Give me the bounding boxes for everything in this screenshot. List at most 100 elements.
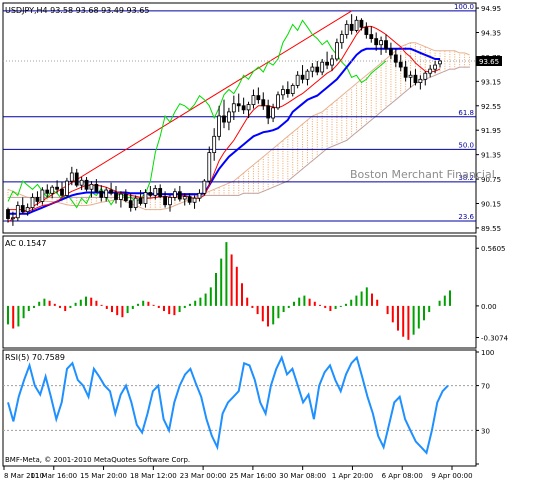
cloud-dot [248, 185, 250, 187]
cloud-dot [252, 173, 254, 175]
cloud-dot [292, 161, 294, 163]
cloud-dot [277, 179, 279, 181]
cloud-dot [282, 180, 284, 182]
candle-body [35, 196, 40, 202]
candle-body [25, 207, 30, 213]
cloud-dot [454, 56, 456, 58]
cloud-dot [272, 172, 274, 174]
cloud-dot [311, 128, 313, 130]
cloud-dot [326, 138, 328, 140]
chikou-span [7, 19, 387, 209]
cloud-dot [238, 180, 240, 182]
candle-body [60, 188, 64, 196]
candle-body [227, 111, 231, 123]
cloud-dot [356, 104, 358, 106]
cloud-dot [252, 187, 254, 189]
cloud-dot [326, 140, 328, 142]
cloud-dot [287, 168, 289, 170]
cloud-dot [331, 138, 333, 140]
cloud-dot [277, 174, 279, 176]
cloud-dot [248, 175, 250, 177]
cloud-dot [228, 189, 230, 191]
cloud-dot [380, 82, 382, 84]
cloud-dot [390, 69, 392, 71]
cloud-dot [297, 167, 299, 169]
cloud-dot [414, 56, 416, 58]
cloud-dot [257, 190, 259, 192]
cloud-dot [321, 115, 323, 117]
cloud-dot [159, 204, 161, 206]
cloud-dot [272, 162, 274, 164]
cloud-dot [331, 121, 333, 123]
cloud-dot [282, 170, 284, 172]
cloud-dot [419, 73, 421, 75]
cloud-dot [360, 83, 362, 85]
cloud-dot [380, 104, 382, 106]
cloud-dot [321, 120, 323, 122]
cloud-dot [356, 92, 358, 94]
cloud-dot [449, 66, 451, 68]
cloud-dot [321, 139, 323, 141]
cloud-dot [414, 48, 416, 50]
candle-body [266, 105, 271, 119]
cloud-dot [341, 102, 343, 104]
cloud-dot [306, 120, 308, 122]
cloud-dot [424, 69, 426, 71]
cloud-dot [306, 122, 308, 124]
cloud-dot [360, 113, 362, 115]
candle-body [271, 107, 275, 119]
cloud-dot [336, 131, 338, 133]
cloud-dot [336, 139, 338, 141]
cloud-dot [336, 124, 338, 126]
cloud-dot [400, 90, 402, 92]
cloud-dot [370, 90, 372, 92]
cloud-dot [385, 75, 387, 77]
cloud-dot [302, 165, 304, 167]
candle-body [94, 183, 99, 192]
cloud-dot [375, 113, 377, 115]
cloud-dot [385, 70, 387, 72]
cloud-dot [287, 151, 289, 153]
cloud-dot [90, 199, 92, 201]
cloud-dot [297, 143, 299, 145]
candle-body [30, 196, 35, 208]
cloud-dot [351, 128, 353, 130]
cloud-dot [262, 173, 264, 175]
cloud-dot [380, 94, 382, 96]
cloud-dot [390, 61, 392, 63]
cloud-dot [302, 161, 304, 163]
cloud-dot [223, 189, 225, 191]
cloud-dot [434, 55, 436, 57]
candle-body [197, 192, 202, 199]
cloud-dot [375, 93, 377, 95]
cloud-dot [272, 169, 274, 171]
cloud-dot [302, 124, 304, 126]
cloud-dot [380, 77, 382, 79]
cloud-dot [341, 112, 343, 114]
price-tick-label: 92.55 [481, 103, 501, 111]
cloud-dot [395, 86, 397, 88]
cloud-dot [385, 87, 387, 89]
fib-level-label: 38.2 [458, 174, 474, 182]
cloud-dot [370, 112, 372, 114]
candle-body [359, 19, 364, 28]
cloud-dot [243, 183, 245, 185]
cloud-dot [405, 81, 407, 83]
cloud-dot [233, 182, 235, 184]
cloud-dot [346, 93, 348, 95]
cloud-dot [405, 86, 407, 88]
cloud-dot [424, 61, 426, 63]
cloud-dot [365, 101, 367, 103]
cloud-dot [424, 66, 426, 68]
cloud-dot [306, 159, 308, 161]
cloud-dot [257, 161, 259, 163]
cloud-dot [316, 153, 318, 155]
cloud-dot [257, 168, 259, 170]
cloud-dot [252, 178, 254, 180]
cloud-dot [375, 91, 377, 93]
cloud-dot [282, 146, 284, 147]
cloud-dot [213, 192, 215, 194]
cloud-dot [419, 46, 421, 48]
cloud-dot [321, 132, 323, 134]
cloud-dot [272, 179, 274, 181]
